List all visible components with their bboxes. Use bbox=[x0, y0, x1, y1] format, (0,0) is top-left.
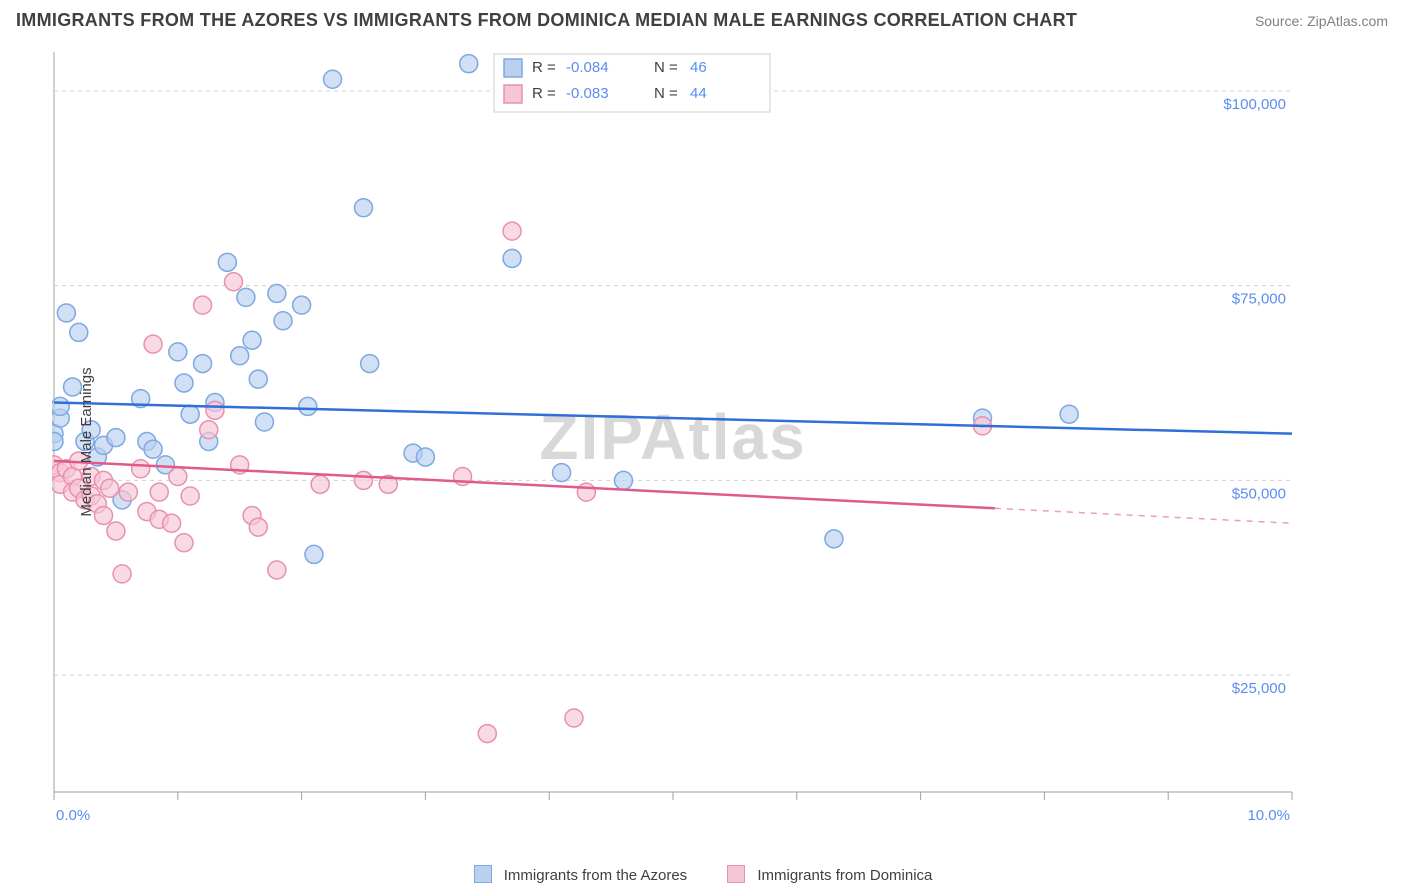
svg-text:N =: N = bbox=[654, 59, 678, 76]
svg-text:-0.083: -0.083 bbox=[566, 85, 609, 102]
svg-text:0.0%: 0.0% bbox=[56, 807, 90, 824]
chart-container: Median Male Earnings $25,000 $50,000 $75,0… bbox=[52, 42, 1392, 842]
svg-text:N =: N = bbox=[654, 85, 678, 102]
legend-swatch-icon bbox=[727, 865, 745, 883]
header: IMMIGRANTS FROM THE AZORES VS IMMIGRANTS… bbox=[0, 0, 1406, 37]
source-label: Source: ZipAtlas.com bbox=[1255, 13, 1388, 29]
legend-swatch-icon bbox=[474, 865, 492, 883]
legend-item-azores: Immigrants from the Azores bbox=[474, 865, 688, 884]
svg-text:$100,000: $100,000 bbox=[1223, 96, 1286, 113]
svg-text:R =: R = bbox=[532, 85, 556, 102]
scatter-chart: $25,000 $50,000 $75,000 $100,000 0.0% 10.0% ZI… bbox=[52, 42, 1382, 832]
legend-label: Immigrants from Dominica bbox=[757, 867, 932, 884]
svg-text:-0.084: -0.084 bbox=[566, 59, 609, 76]
svg-text:$25,000: $25,000 bbox=[1232, 680, 1286, 697]
svg-text:10.0%: 10.0% bbox=[1247, 807, 1290, 824]
svg-text:$75,000: $75,000 bbox=[1232, 291, 1286, 308]
legend-item-dominica: Immigrants from Dominica bbox=[727, 865, 932, 884]
svg-text:$50,000: $50,000 bbox=[1232, 485, 1286, 502]
legend-label: Immigrants from the Azores bbox=[504, 867, 687, 884]
svg-text:44: 44 bbox=[690, 85, 707, 102]
svg-text:46: 46 bbox=[690, 59, 707, 76]
svg-text:ZIPAtlas: ZIPAtlas bbox=[539, 401, 806, 473]
chart-title: IMMIGRANTS FROM THE AZORES VS IMMIGRANTS… bbox=[16, 10, 1077, 31]
y-axis-label: Median Male Earnings bbox=[78, 367, 95, 516]
bottom-legend: Immigrants from the Azores Immigrants fr… bbox=[0, 865, 1406, 884]
svg-text:R =: R = bbox=[532, 59, 556, 76]
